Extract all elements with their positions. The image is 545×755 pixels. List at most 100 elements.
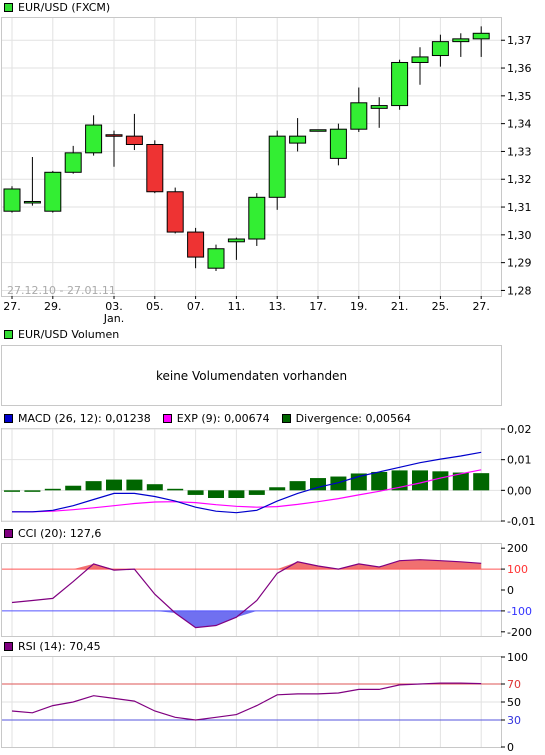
rsi-legend-swatch (4, 642, 13, 651)
cci-y-axis: 200 100 0 -100 -200 (501, 542, 532, 639)
cci-grid (11, 544, 482, 636)
candle-up (85, 124, 103, 154)
y-tick-label: -200 (507, 626, 532, 639)
divergence-bar (452, 472, 469, 491)
macd-y-axis: 0,02 0,01 0,00 -0,01 (501, 423, 535, 528)
candle-up (411, 56, 429, 63)
divergence-bar (126, 479, 143, 491)
divergence-bar (208, 490, 224, 498)
x-tick-label: 25. (432, 300, 450, 313)
divergence-legend-swatch (281, 414, 291, 423)
y-tick-label: 0 (507, 584, 514, 597)
candle-down (187, 231, 205, 258)
price-candles (3, 26, 490, 271)
exp-legend-swatch (162, 414, 172, 423)
macd-chart: 0,02 0,01 0,00 -0,01 (2, 423, 535, 528)
divergence-bar (391, 470, 408, 491)
y-tick-label: 1,37 (507, 34, 532, 47)
divergence-bar (310, 478, 326, 491)
candle-up (248, 196, 266, 240)
candle-up (207, 248, 225, 269)
candle-up (44, 171, 62, 212)
x-tick-label: 27. (3, 300, 21, 313)
divergence-bar (187, 490, 204, 495)
rsi-line (11, 682, 482, 721)
divergence-bar (85, 481, 102, 491)
rsi-line (11, 682, 482, 721)
candle-up (23, 200, 41, 204)
y-tick-label: 1,28 (507, 284, 532, 297)
y-tick-label: 0,00 (507, 484, 532, 497)
candle-up (227, 238, 245, 243)
x-tick-label: 07. (187, 300, 205, 313)
cci-fills (12, 559, 482, 628)
x-tick-label: 05. (146, 300, 164, 313)
y-tick-label: 100 (507, 651, 528, 664)
candle-down (166, 191, 184, 233)
divergence-bar (106, 479, 122, 491)
candle-down (146, 143, 164, 193)
volume-legend-swatch (4, 330, 13, 339)
candle-down (125, 135, 143, 145)
y-tick-label: 1,35 (507, 90, 532, 103)
divergence-bar (167, 488, 184, 491)
volume-header-label: EUR/USD Volumen (18, 328, 120, 341)
candle-up (3, 188, 21, 212)
y-tick-label: 1,33 (507, 145, 532, 158)
y-tick-label: 1,34 (507, 118, 532, 131)
price-y-axis: 1,37 1,36 1,35 1,34 1,33 1,32 1,31 1,30 1,29 1,28 (501, 34, 532, 297)
rsi-header-label: RSI (14): 70,45 (18, 640, 101, 653)
candle-down (105, 134, 123, 137)
divergence-bar (289, 481, 306, 491)
y-tick-label: 200 (507, 542, 528, 555)
y-tick-label: 1,30 (507, 229, 532, 242)
divergence-bar (146, 484, 163, 491)
price-x-axis: 27. 29. 03. 05. 07. 11. 13. 17. 19. 21. 25. 27. Jan. (3, 296, 490, 325)
divergence-bar (412, 470, 428, 491)
cci-levels (2, 568, 501, 612)
x-tick-label: 11. (228, 300, 246, 313)
candle-up (268, 135, 286, 198)
divergence-bar (371, 471, 388, 491)
x-month-label: Jan. (103, 312, 124, 325)
y-tick-label: 30 (507, 714, 521, 727)
cci-line (11, 559, 482, 629)
y-tick-label: 1,32 (507, 173, 532, 186)
divergence-bar (473, 473, 490, 491)
candle-up (472, 32, 490, 40)
divergence-bar (4, 490, 20, 492)
x-tick-label: 27. (472, 300, 490, 313)
candle-up (370, 105, 388, 109)
candle-up (350, 102, 368, 130)
candle-up (289, 135, 307, 144)
macd-legend-exp: EXP (9): 0,00674 (176, 412, 270, 425)
macd-line (12, 451, 482, 514)
x-tick-label: 19. (350, 300, 368, 313)
cci-header: CCI (20): 127,6 (0, 526, 101, 542)
y-tick-label: 0 (507, 741, 514, 754)
divergence-bar (24, 490, 41, 492)
divergence-bar (330, 476, 347, 491)
candle-up (391, 61, 409, 107)
x-tick-label: 13. (268, 300, 286, 313)
candle-up (452, 38, 470, 43)
price-panel (1, 17, 502, 297)
y-tick-label: 1,29 (507, 257, 532, 270)
y-tick-label: -0,01 (507, 515, 535, 528)
macd-legend-swatch (4, 414, 13, 423)
macd-legend-divergence: Divergence: 0,00564 (295, 412, 411, 425)
y-tick-label: 0,02 (507, 423, 532, 436)
y-tick-label: 1,31 (507, 201, 532, 214)
candle-up (329, 128, 347, 159)
candle-up (431, 41, 449, 57)
divergence-bar (44, 488, 61, 491)
macd-header: MACD (26, 12): 0,01238 EXP (9): 0,00674 Di… (0, 411, 411, 427)
y-tick-label: 50 (507, 696, 521, 709)
price-header-label: EUR/USD (FXCM) (18, 1, 111, 14)
cci-overbought-fill (12, 559, 482, 570)
rsi-grid (2, 657, 501, 747)
y-tick-label: -100 (507, 605, 532, 618)
rsi-header: RSI (14): 70,45 (0, 639, 101, 655)
cci-header-label: CCI (20): 127,6 (18, 527, 102, 540)
